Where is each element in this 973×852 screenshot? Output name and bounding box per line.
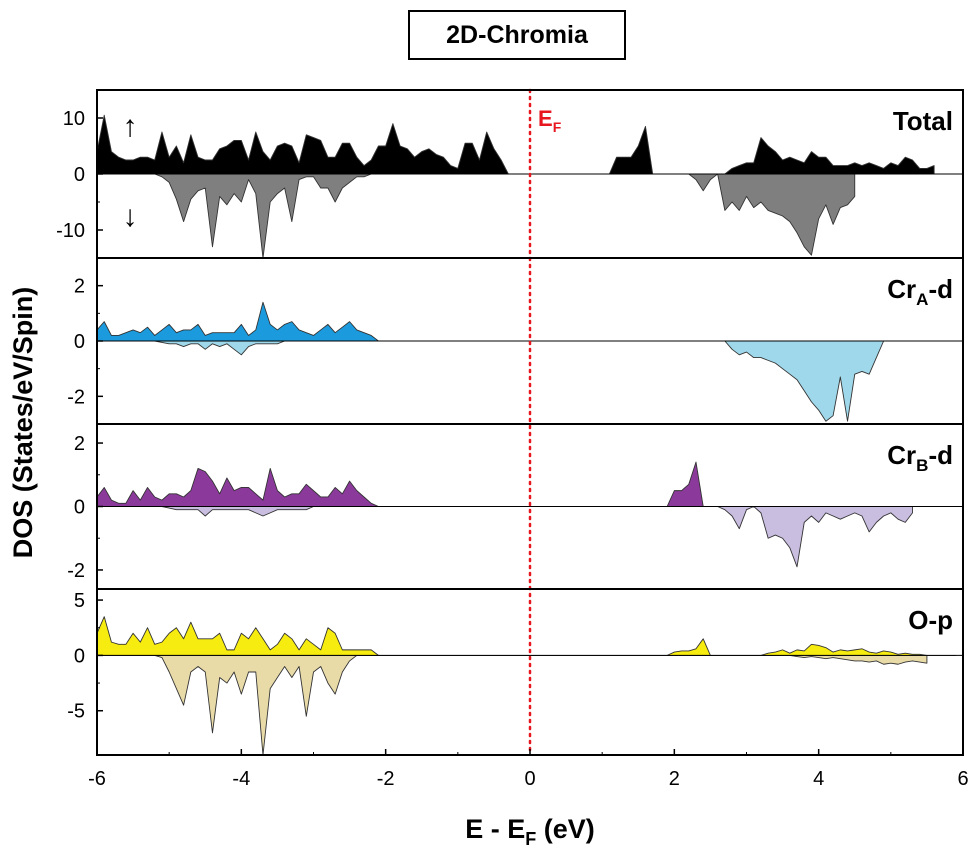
- panel-3: -2 0 2 CrB-d: [67, 433, 963, 582]
- panel-2: -2 0 2 CrA-d: [67, 274, 964, 422]
- y-tick-label: 0: [74, 331, 85, 353]
- spin-down-area: [96, 506, 913, 568]
- panel-4: -5 0 5 O-p: [67, 590, 963, 756]
- panel-label-tail: -d: [928, 274, 953, 304]
- y-tick-label: -10: [56, 220, 85, 242]
- panel-1: -10 0 10 Total: [56, 106, 963, 259]
- y-tick-label: -2: [67, 560, 85, 582]
- spin-up-arrow: ↑: [123, 110, 138, 143]
- panel-label-sub: A: [916, 290, 928, 309]
- x-tick-label: 0: [524, 768, 535, 790]
- spin-up-area: [96, 461, 950, 507]
- x-tick-label: -2: [377, 768, 395, 790]
- spin-up-area: [96, 616, 957, 656]
- x-tick-label: 4: [813, 768, 824, 790]
- fermi-label-sub: F: [553, 119, 562, 135]
- panel-label-main: Cr: [887, 440, 916, 470]
- spin-down-area: [96, 173, 856, 259]
- fermi-level-label: EF: [538, 106, 562, 135]
- spin-down-area: [96, 654, 928, 756]
- panel-label-sub: B: [916, 456, 928, 475]
- y-tick-label: 0: [74, 164, 85, 186]
- y-tick-label: 0: [74, 497, 85, 519]
- spin-down-area: [96, 340, 913, 422]
- x-axis-label-tail: (eV): [536, 814, 595, 844]
- y-tick-label: -2: [67, 386, 85, 408]
- x-axis-label-sub: F: [525, 829, 536, 849]
- panel-label: CrA-d: [887, 274, 953, 309]
- panel-label: O-p: [908, 605, 953, 635]
- y-axis-label: DOS (States/eV/Spin): [8, 287, 38, 559]
- x-axis-label-main: E - E: [465, 814, 525, 844]
- panel-label-main: Cr: [887, 274, 916, 304]
- fermi-label-main: E: [538, 106, 553, 131]
- y-tick-label: 0: [74, 645, 85, 667]
- y-tick-label: 2: [74, 276, 85, 298]
- panel-label: Total: [893, 106, 953, 136]
- spin-up-area: [96, 114, 935, 175]
- y-tick-label: 5: [74, 590, 85, 612]
- x-tick-label: 2: [669, 768, 680, 790]
- panel-label: CrB-d: [887, 440, 953, 475]
- x-tick-label: 6: [957, 768, 968, 790]
- x-tick-label: -4: [232, 768, 250, 790]
- spin-down-arrow: ↓: [123, 200, 138, 233]
- x-axis-label: E - EF (eV): [465, 814, 595, 849]
- chart-title: 2D-Chromia: [446, 20, 588, 49]
- chart-title-box: 2D-Chromia: [408, 10, 626, 60]
- panel-label-tail: -d: [928, 440, 953, 470]
- panel-label-main: O-p: [908, 605, 953, 635]
- y-tick-label: -5: [67, 701, 85, 723]
- y-tick-label: 2: [74, 433, 85, 455]
- panel-label-main: Total: [893, 106, 953, 136]
- x-tick-label: -6: [88, 768, 106, 790]
- y-tick-label: 10: [63, 108, 85, 130]
